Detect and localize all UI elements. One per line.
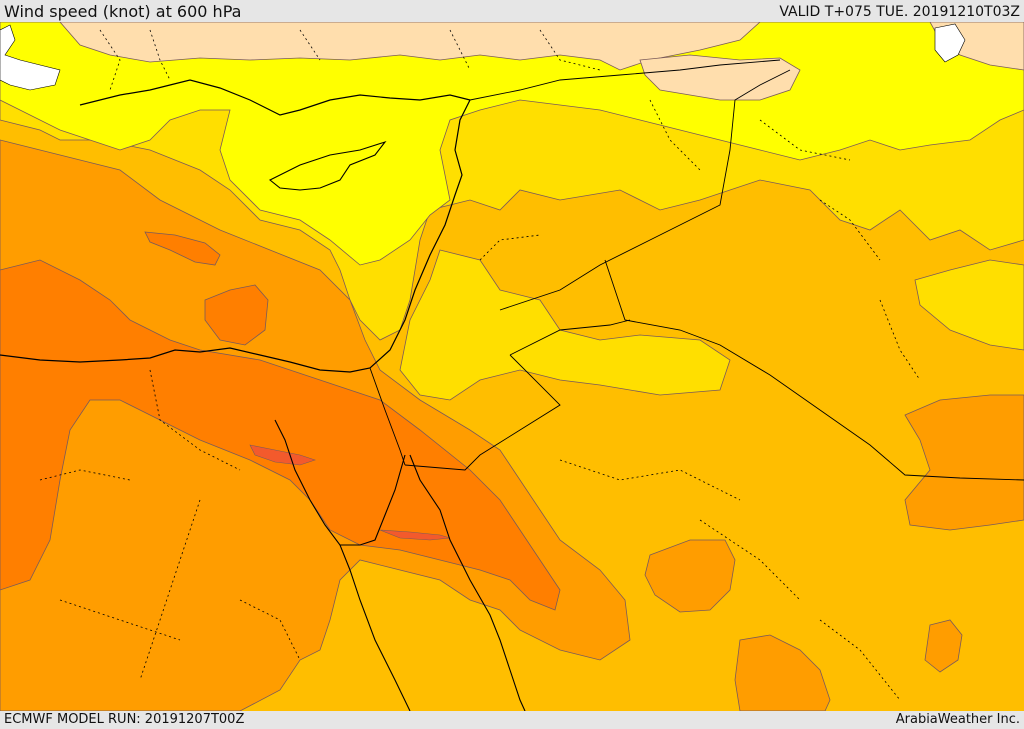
wind-speed-map[interactable] [0, 22, 1024, 711]
wind-band-30-35-patch [204, 284, 269, 346]
wind-band-30-35 [0, 259, 561, 611]
header-bar: Wind speed (knot) at 600 hPa VALID T+075… [0, 0, 1024, 22]
wind-band-25-30-far-se [924, 619, 963, 673]
wind-band-5-10-north [59, 22, 761, 71]
credit: ArabiaWeather Inc. [895, 712, 1020, 727]
border-saudi-iraq [604, 259, 1024, 481]
wind-band-35-40 [249, 444, 316, 466]
wind-band-35-40-small [379, 529, 451, 541]
wind-band-30-35-streak [144, 231, 221, 266]
footer-bar: ECMWF MODEL RUN: 20191207T00Z ArabiaWeat… [0, 711, 1024, 729]
border-turkey-syria [469, 59, 781, 101]
low-wind-patch-nw [0, 24, 61, 91]
valid-time: VALID T+075 TUE. 20191210T03Z [779, 4, 1020, 20]
coastline-sinai-east [340, 454, 406, 546]
wind-band-15-20-levant [399, 249, 731, 401]
map-canvas [0, 22, 1024, 711]
coastline-turkey [79, 79, 471, 116]
wind-band-25-30-east [904, 394, 1024, 531]
border-egypt-israel [369, 367, 406, 466]
border-jordan-saudi [404, 319, 631, 471]
low-wind-patch-ne [934, 23, 966, 63]
coastline-red-sea-east [409, 454, 526, 711]
wind-band-25-30-blob [644, 539, 736, 613]
model-run: ECMWF MODEL RUN: 20191207T00Z [4, 712, 245, 727]
coastline-egypt-levant [0, 99, 471, 373]
cyprus [268, 140, 387, 191]
map-title: Wind speed (knot) at 600 hPa [4, 2, 242, 21]
wind-band-25-30-southeast [734, 634, 831, 711]
wind-band-5-10-northeast [639, 54, 801, 101]
admin-lines [39, 29, 921, 701]
wind-band-15-20-east [914, 259, 1024, 351]
border-jordan-iraq [499, 69, 791, 311]
